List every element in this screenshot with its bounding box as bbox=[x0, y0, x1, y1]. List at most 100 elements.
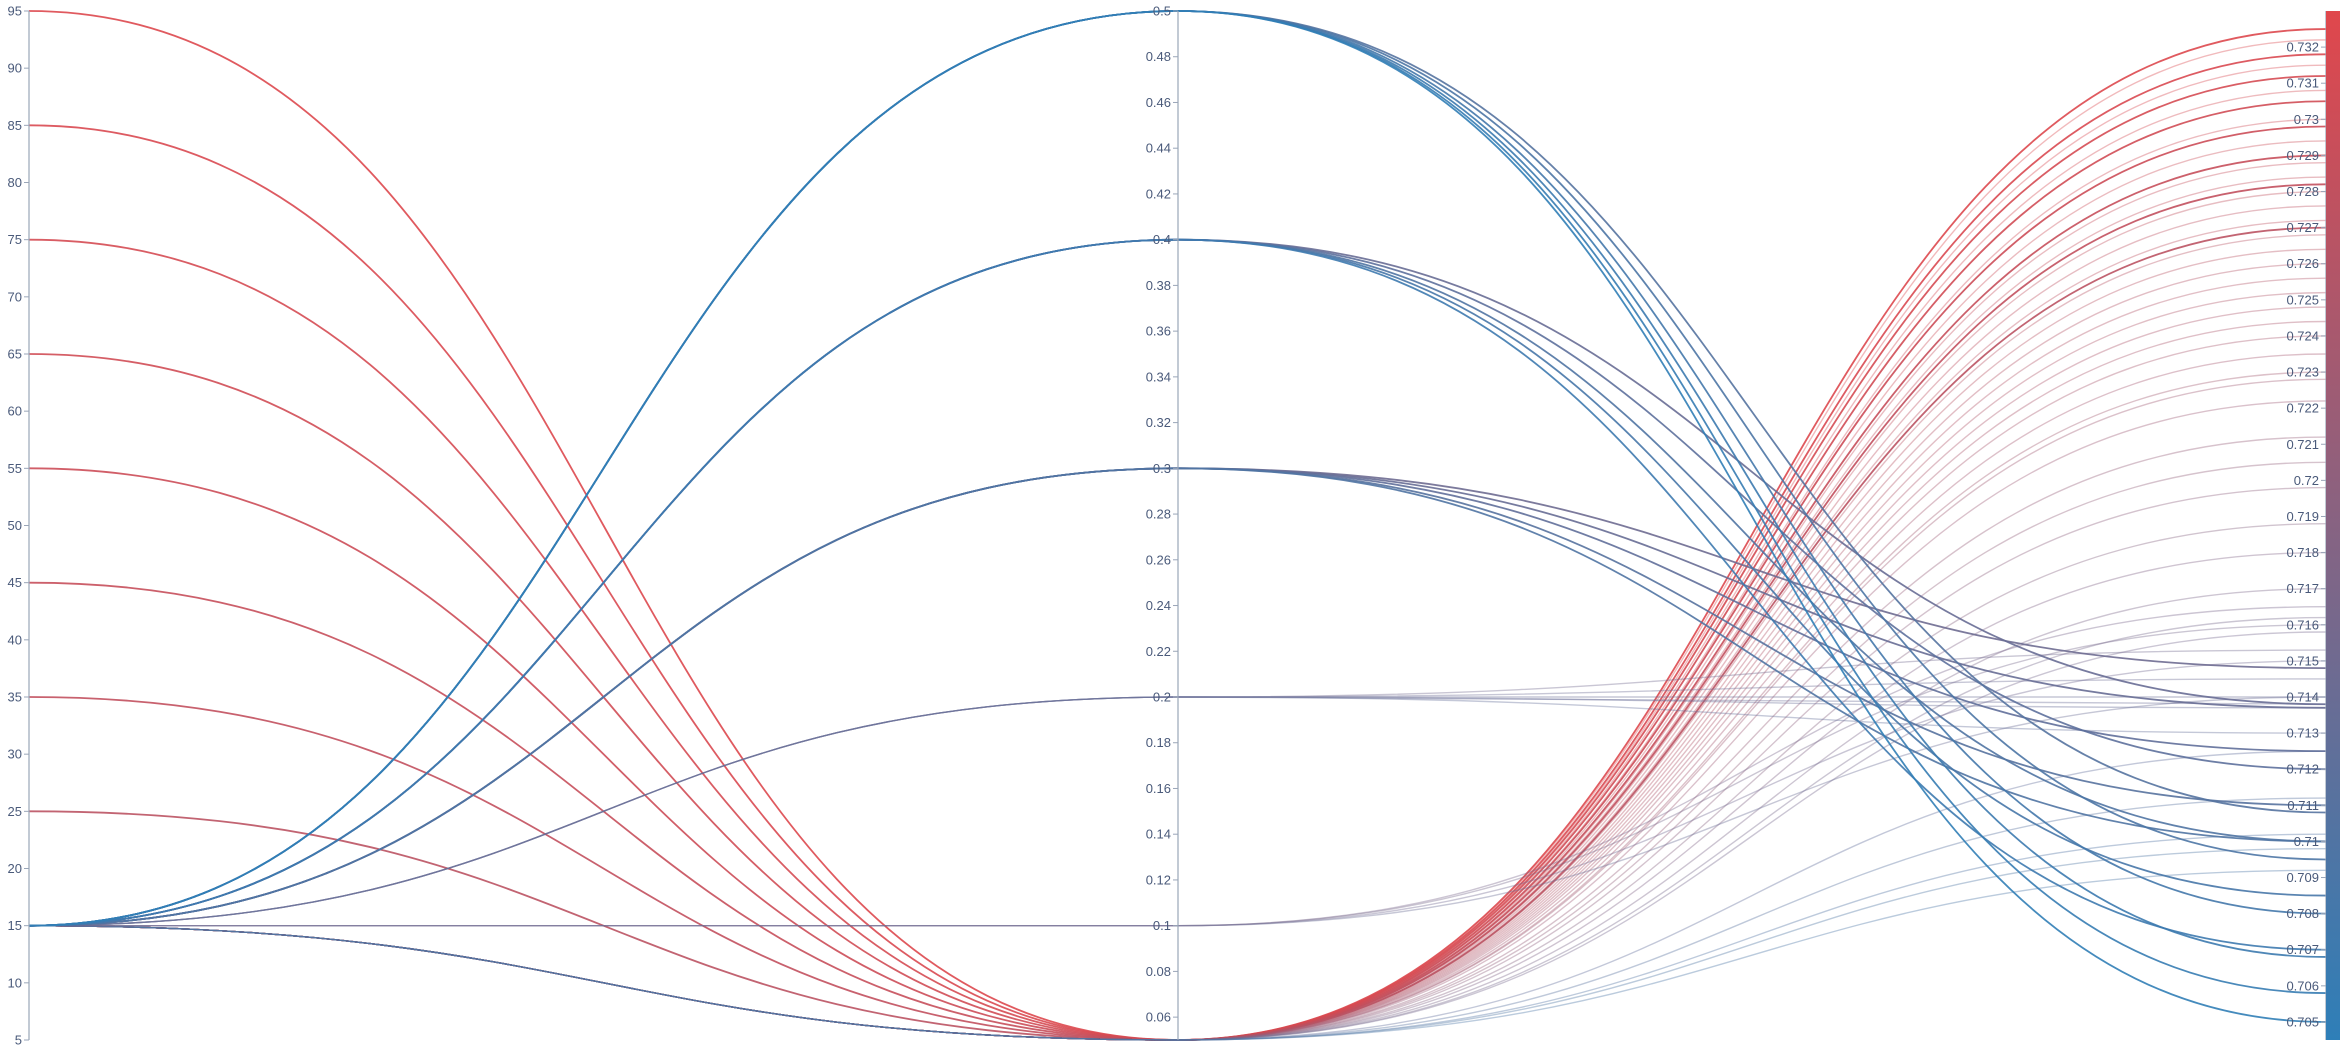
tick-label: 0.22 bbox=[1146, 644, 1171, 659]
data-line bbox=[28, 335, 2327, 1041]
data-line bbox=[28, 833, 2327, 1041]
tick-label: 0.719 bbox=[2286, 509, 2319, 524]
colorbar bbox=[2326, 11, 2340, 1040]
tick-label: 15 bbox=[8, 918, 22, 933]
data-line bbox=[28, 263, 2327, 1041]
tick-label: 0.731 bbox=[2286, 76, 2319, 91]
tick-label: 0.726 bbox=[2286, 256, 2319, 271]
data-line bbox=[28, 750, 2327, 1041]
tick-label: 55 bbox=[8, 461, 22, 476]
data-line bbox=[28, 461, 2327, 1041]
tick-label: 25 bbox=[8, 804, 22, 819]
tick-label: 0.717 bbox=[2286, 581, 2319, 596]
data-line bbox=[28, 39, 2327, 1041]
data-lines bbox=[28, 10, 2327, 1041]
data-line bbox=[28, 64, 2327, 1041]
data-line bbox=[29, 606, 2327, 927]
data-line bbox=[28, 219, 2327, 1041]
tick-label: 40 bbox=[8, 632, 22, 647]
tick-label: 0.732 bbox=[2286, 40, 2319, 55]
tick-label: 30 bbox=[8, 747, 22, 762]
tick-label: 0.5 bbox=[1153, 4, 1171, 19]
data-line bbox=[28, 696, 2327, 927]
axes: 5 10 15 20 25 30 35 40 45 50 55 60 65 70 75 80 85 90 95 0.0… bbox=[8, 4, 2327, 1048]
data-line bbox=[29, 624, 2327, 927]
data-line bbox=[28, 190, 2327, 1041]
tick-label: 10 bbox=[8, 975, 22, 990]
data-line bbox=[28, 869, 2327, 1041]
data-line bbox=[28, 371, 2327, 1041]
tick-label: 70 bbox=[8, 289, 22, 304]
tick-label: 0.1 bbox=[1153, 918, 1171, 933]
tick-label: 20 bbox=[8, 861, 22, 876]
tick-label: 0.718 bbox=[2286, 545, 2319, 560]
tick-label: 95 bbox=[8, 4, 22, 19]
data-line bbox=[28, 587, 2327, 1041]
tick-label: 0.713 bbox=[2286, 726, 2319, 741]
data-line bbox=[28, 89, 2327, 1041]
tick-label: 0.48 bbox=[1146, 49, 1171, 64]
data-line bbox=[28, 118, 2327, 1041]
tick-label: 0.24 bbox=[1146, 598, 1171, 613]
tick-label: 0.44 bbox=[1146, 141, 1171, 156]
tick-label: 75 bbox=[8, 232, 22, 247]
data-line bbox=[28, 649, 2327, 927]
tick-label: 0.36 bbox=[1146, 324, 1171, 339]
axis-c: 0.705 0.706 0.707 0.708 0.709 0.71 0.711 0.712 0… bbox=[2286, 11, 2327, 1040]
tick-label: 0.709 bbox=[2286, 870, 2319, 885]
data-line bbox=[28, 436, 2327, 1041]
tick-label: 0.73 bbox=[2294, 112, 2319, 127]
data-line bbox=[28, 320, 2327, 1041]
tick-label: 0.727 bbox=[2286, 220, 2319, 235]
tick-label: 0.725 bbox=[2286, 292, 2319, 307]
tick-label: 0.716 bbox=[2286, 617, 2319, 632]
tick-label: 0.71 bbox=[2294, 834, 2319, 849]
data-line bbox=[28, 616, 2327, 1041]
axis-b: 0.06 0.08 0.1 0.12 0.14 0.16 0.18 0.2 0.22 0.24 0.… bbox=[1146, 4, 1179, 1040]
tick-label: 5 bbox=[15, 1033, 22, 1048]
tick-label: 0.12 bbox=[1146, 872, 1171, 887]
tick-label: 0.28 bbox=[1146, 507, 1171, 522]
tick-label: 0.46 bbox=[1146, 95, 1171, 110]
tick-label: 0.32 bbox=[1146, 415, 1171, 430]
tick-label: 0.16 bbox=[1146, 781, 1171, 796]
tick-label: 0.722 bbox=[2286, 401, 2319, 416]
tick-label: 0.721 bbox=[2286, 437, 2319, 452]
tick-label: 0.34 bbox=[1146, 369, 1171, 384]
data-line bbox=[28, 797, 2327, 1041]
tick-label: 60 bbox=[8, 404, 22, 419]
tick-label: 35 bbox=[8, 690, 22, 705]
data-line bbox=[28, 306, 2327, 1041]
data-line bbox=[28, 277, 2327, 1041]
data-line bbox=[28, 205, 2327, 1041]
data-line bbox=[28, 10, 2327, 1023]
data-line bbox=[29, 660, 2327, 927]
tick-label: 0.2 bbox=[1153, 690, 1171, 705]
data-line bbox=[28, 140, 2327, 1041]
tick-label: 0.711 bbox=[2287, 798, 2319, 813]
tick-label: 0.38 bbox=[1146, 278, 1171, 293]
tick-label: 0.729 bbox=[2286, 148, 2319, 163]
data-line bbox=[28, 551, 2327, 1041]
tick-label: 45 bbox=[8, 575, 22, 590]
tick-label: 0.706 bbox=[2286, 978, 2319, 993]
tick-label: 0.4 bbox=[1153, 232, 1171, 247]
tick-label: 0.18 bbox=[1146, 735, 1171, 750]
tick-label: 80 bbox=[8, 175, 22, 190]
data-line bbox=[28, 378, 2327, 1041]
data-line bbox=[28, 696, 2326, 927]
data-line bbox=[28, 400, 2327, 1041]
axis-a: 5 10 15 20 25 30 35 40 45 50 55 60 65 70 75 80 85 90 95 bbox=[8, 4, 30, 1048]
tick-label: 0.728 bbox=[2286, 184, 2319, 199]
tick-label: 0.705 bbox=[2286, 1014, 2319, 1029]
data-line bbox=[28, 291, 2327, 1041]
tick-label: 0.715 bbox=[2286, 653, 2319, 668]
data-line bbox=[28, 176, 2327, 1041]
data-line bbox=[28, 353, 2327, 1041]
tick-label: 0.707 bbox=[2286, 942, 2319, 957]
tick-label: 0.3 bbox=[1153, 461, 1171, 476]
tick-label: 0.723 bbox=[2286, 365, 2319, 380]
data-line bbox=[28, 678, 2327, 927]
tick-label: 0.724 bbox=[2286, 328, 2319, 343]
